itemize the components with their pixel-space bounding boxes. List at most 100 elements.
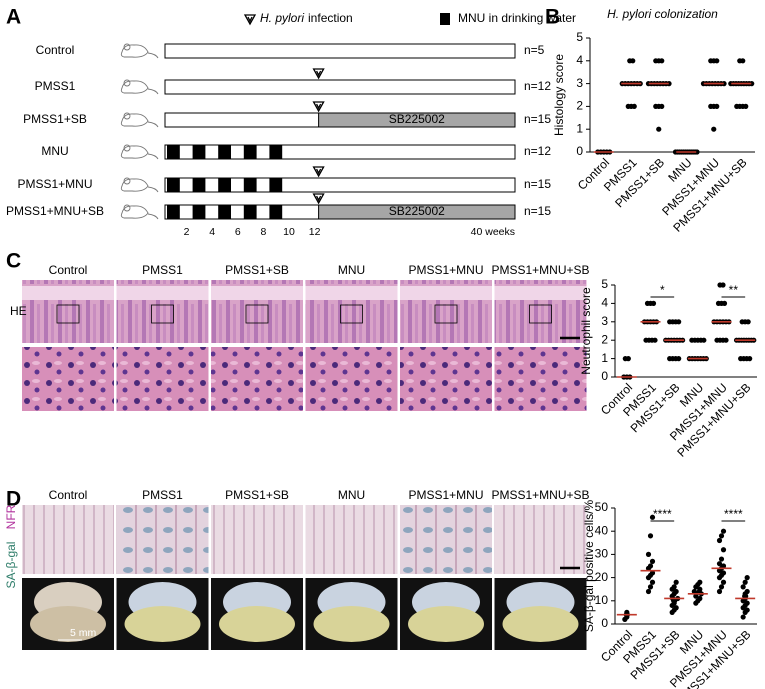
data-point (647, 563, 654, 569)
mouse-ear (123, 79, 131, 87)
mouse-outline (120, 44, 159, 59)
y-axis-label: Histology score (552, 54, 566, 136)
legend-mnu-square (440, 13, 450, 25)
column-header: MNU (338, 263, 365, 277)
group-n: n=12 (524, 79, 551, 93)
mouse-ear (123, 112, 131, 120)
data-point (649, 558, 656, 564)
week-label: 12 (309, 226, 321, 238)
mouse-outline (120, 145, 159, 160)
mouse-outline (120, 178, 159, 193)
data-point (659, 103, 665, 109)
legend-infection: H. pylori infection (260, 11, 353, 25)
data-point (740, 58, 746, 64)
week-label: 6 (235, 226, 241, 238)
nfr-image (116, 505, 209, 574)
y-tick-label: 4 (601, 296, 608, 310)
chart-title: H. pylori colonization (607, 7, 718, 21)
he-zoom-image (22, 347, 114, 411)
mouse-ear (123, 204, 131, 212)
data-point (676, 356, 682, 362)
he-zoom-image (494, 347, 587, 411)
data-point (673, 579, 679, 585)
data-point (666, 81, 672, 87)
significance-label: **** (653, 507, 672, 521)
stomach-bottom (408, 606, 484, 642)
data-point (711, 126, 717, 132)
data-point (744, 600, 750, 606)
column-header: PMSS1 (142, 488, 183, 502)
data-point (701, 337, 707, 343)
mnu-block (192, 205, 206, 219)
zoom-box (245, 304, 269, 324)
he-image (211, 280, 303, 343)
data-point (649, 570, 656, 576)
legend-species: H. pylori (260, 11, 304, 25)
nfr-image (305, 505, 398, 574)
panel-letter: B (545, 6, 560, 29)
significance-label: ** (729, 283, 739, 297)
nfr-image (211, 505, 303, 574)
data-point (749, 81, 755, 87)
nfr-image (400, 505, 492, 574)
data-point (718, 556, 725, 562)
data-point (716, 561, 723, 567)
he-image (400, 280, 492, 343)
group-n: n=15 (524, 204, 551, 218)
group-label: MNU (41, 144, 68, 158)
panel-letter: D (6, 488, 21, 511)
treatment-label: SB225002 (389, 204, 445, 218)
column-header: PMSS1+MNU+SB (491, 263, 589, 277)
zoom-box (434, 304, 458, 324)
infection-arrow (243, 14, 257, 26)
data-point (649, 514, 656, 520)
zoom-box (151, 304, 174, 324)
data-point (720, 579, 727, 585)
data-point (625, 356, 631, 362)
data-point (645, 551, 652, 558)
data-point (645, 588, 652, 595)
mouse-icon (120, 144, 159, 160)
data-point (742, 579, 748, 585)
zoom-box (340, 304, 363, 324)
y-tick-label: 1 (601, 351, 608, 365)
mnu-block (192, 178, 206, 192)
data-point (694, 149, 700, 155)
nfr-image (22, 505, 114, 574)
treatment-bar (318, 112, 516, 128)
infection-arrow (312, 166, 325, 178)
data-point (718, 533, 725, 539)
infection-arrow (312, 101, 325, 113)
mnu-block (167, 178, 180, 192)
mouse-icon (120, 112, 159, 128)
y-tick-label: 40 (595, 523, 609, 537)
y-tick-label: 5 (601, 277, 608, 291)
mnu-block (167, 145, 180, 159)
he-image (22, 280, 114, 343)
mnu-block (218, 178, 231, 192)
y-tick-label: 5 (576, 30, 583, 44)
panel-letter: C (6, 250, 21, 273)
data-point (656, 126, 662, 132)
data-point (740, 614, 746, 620)
column-header: PMSS1+SB (225, 263, 289, 277)
column-header: PMSS1+MNU (408, 488, 483, 502)
group-n: n=15 (524, 112, 551, 126)
week-label: 10 (283, 226, 295, 238)
data-point (721, 300, 728, 306)
treatment-label: SB225002 (389, 112, 445, 126)
stain-label-top: NFR (4, 504, 18, 529)
data-point (697, 595, 703, 602)
data-point (718, 584, 725, 590)
he-zoom-image (211, 347, 303, 411)
mouse-outline (120, 113, 159, 128)
data-point (744, 575, 750, 581)
he-zoom-image (400, 347, 492, 411)
stain-label: HE (10, 304, 27, 318)
data-point (624, 609, 630, 616)
group-n: n=15 (524, 177, 551, 191)
significance-label: **** (724, 507, 743, 521)
data-point (647, 533, 654, 539)
y-axis-label: Neutrophil score (579, 287, 593, 375)
y-tick-label: 1 (576, 121, 583, 135)
